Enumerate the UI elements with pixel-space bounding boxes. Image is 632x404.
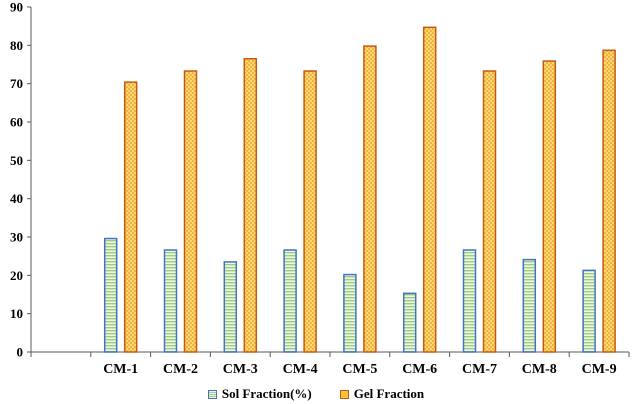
y-tick-label: 90 xyxy=(10,0,23,15)
sol-fraction-bar xyxy=(163,249,178,353)
sol-fraction-bar xyxy=(223,261,238,353)
gel-fraction-bar xyxy=(363,45,377,353)
y-tick-label: 10 xyxy=(10,306,23,321)
x-tick-label: CM-7 xyxy=(462,362,497,377)
gel-fraction-bar xyxy=(602,49,616,353)
y-tick-label: 20 xyxy=(10,268,23,283)
gel-fraction-bar xyxy=(123,81,138,353)
x-tick-label: CM-4 xyxy=(283,362,318,377)
legend-label-gel: Gel Fraction xyxy=(353,386,425,401)
sol-fraction-bar xyxy=(343,273,357,353)
gel-fraction-bar xyxy=(183,70,198,353)
y-tick-label: 70 xyxy=(10,76,23,91)
sol-fraction-bar xyxy=(582,269,596,353)
y-axis: 0 10 20 30 40 50 60 70 80 90 xyxy=(10,0,32,360)
x-axis: CM-1 CM-2 CM-3 CM-4 CM-5 CM-6 CM-7 CM-8 CM-9 xyxy=(30,351,630,377)
gel-fraction-bar xyxy=(303,70,317,353)
legend: Sol Fraction(%) Gel Fraction xyxy=(0,384,632,404)
sol-fraction-bar xyxy=(462,249,477,353)
sol-fraction-bar xyxy=(103,237,118,353)
legend-item-gel: Gel Fraction xyxy=(339,386,425,402)
gel-fraction-bar xyxy=(243,58,258,353)
sol-fraction-bar xyxy=(283,249,297,353)
x-tick-label: CM-2 xyxy=(163,362,198,377)
legend-swatch-gel xyxy=(339,389,349,399)
legend-item-sol: Sol Fraction(%) xyxy=(207,386,312,402)
gel-sol-bar-chart: 0 10 20 30 40 50 60 70 80 90 CM-1 CM-2 CM-3 CM-4 CM-5… xyxy=(10,0,630,377)
sol-fraction-bar xyxy=(402,292,417,353)
x-tick-label: CM-1 xyxy=(103,362,138,377)
gel-fraction-bar xyxy=(482,70,497,353)
x-tick-label: CM-5 xyxy=(342,362,377,377)
sol-fraction-bar xyxy=(522,258,537,353)
legend-label-sol: Sol Fraction(%) xyxy=(221,386,312,401)
x-tick-label: CM-9 xyxy=(582,362,617,377)
x-tick-label: CM-6 xyxy=(402,362,437,377)
gel-fraction-bar xyxy=(422,26,437,353)
y-tick-label: 30 xyxy=(10,230,23,245)
bars xyxy=(103,26,616,353)
y-tick-label: 50 xyxy=(10,153,23,168)
x-tick-label: CM-8 xyxy=(522,362,557,377)
y-tick-label: 80 xyxy=(10,38,23,53)
legend-swatch-sol xyxy=(207,389,217,399)
y-tick-label: 60 xyxy=(10,115,23,130)
y-tick-label: 40 xyxy=(10,191,23,206)
y-tick-label: 0 xyxy=(17,345,24,360)
gel-fraction-bar xyxy=(542,60,557,353)
x-tick-label: CM-3 xyxy=(223,362,258,377)
